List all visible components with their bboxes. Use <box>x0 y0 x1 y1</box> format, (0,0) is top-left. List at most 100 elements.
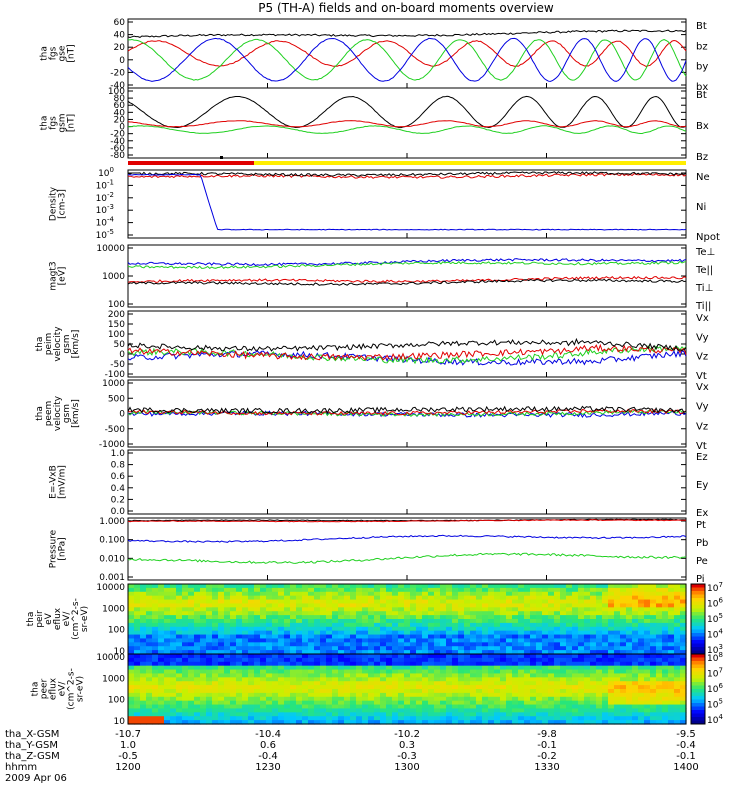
spectrogram-cell <box>428 696 435 702</box>
spectrogram-cell <box>302 591 309 597</box>
spectrogram-cell <box>170 646 177 651</box>
spectrogram-cell <box>458 692 465 698</box>
spectrogram-cell <box>374 599 381 605</box>
spectrogram-cell <box>392 704 399 710</box>
x-tick-label: 1200 <box>115 762 140 773</box>
spectrogram-cell <box>644 716 651 721</box>
spectrogram-cell <box>326 669 333 675</box>
spectrogram-cell <box>164 591 171 597</box>
spectrogram-cell <box>344 669 351 675</box>
spectrogram-cell <box>170 716 177 721</box>
spectrogram-cell <box>620 630 627 636</box>
spectrogram-cell <box>602 712 609 717</box>
spectrogram-cell <box>152 692 159 698</box>
spectrogram-cell <box>626 689 633 694</box>
spectrogram-cell <box>422 642 429 647</box>
spectrogram-cell <box>374 708 381 713</box>
spectrogram-cell <box>146 716 153 721</box>
spectrogram-cell <box>224 630 231 636</box>
spectrogram-cell <box>494 661 501 667</box>
spectrogram-cell <box>650 712 657 717</box>
spectrogram-cell <box>212 630 219 636</box>
spectrogram-cell <box>146 673 153 678</box>
spectrogram-cell <box>152 611 159 616</box>
spectrogram-cell <box>620 615 627 620</box>
spectrogram-cell <box>668 685 675 690</box>
y-tick-label: 10000 <box>96 583 125 593</box>
spectrogram-cell <box>452 584 459 589</box>
spectrogram-cell <box>140 689 147 694</box>
spectrogram-cell <box>164 704 171 710</box>
spectrogram-cell <box>452 642 459 647</box>
spectrogram-cell <box>680 607 687 612</box>
spectrogram-cell <box>518 642 525 647</box>
spectrogram-cell <box>392 689 399 694</box>
spectrogram-cell <box>566 654 573 659</box>
spectrogram-cell <box>662 595 669 601</box>
spectrogram-cell <box>164 626 171 632</box>
spectrogram-cell <box>590 634 597 640</box>
y-label-line: Pressure <box>49 529 59 568</box>
spectrogram-cell <box>278 591 285 597</box>
colorbar-segment <box>691 594 705 599</box>
spectrogram-cell <box>530 646 537 651</box>
spectrogram-cell <box>182 716 189 721</box>
spectrogram-cell <box>506 704 513 710</box>
spectrogram-cell <box>290 619 297 624</box>
spectrogram-cell <box>434 584 441 589</box>
spectrogram-cell <box>212 584 219 589</box>
spectrogram-cell <box>500 673 507 678</box>
spectrogram-cell <box>284 622 291 628</box>
spectrogram-cell <box>464 696 471 702</box>
spectrogram-cell <box>392 584 399 589</box>
spectrogram-cell <box>182 599 189 605</box>
spectrogram-cell <box>290 696 297 702</box>
spectrogram-cell <box>500 595 507 601</box>
spectrogram-cell <box>344 584 351 589</box>
spectrogram-cell <box>410 681 417 686</box>
spectrogram-cell <box>362 611 369 616</box>
spectrogram-cell <box>446 673 453 678</box>
spectrogram-cell <box>428 595 435 601</box>
spectrogram-cell <box>422 607 429 612</box>
spectrogram-cell <box>386 607 393 612</box>
spectrogram-cell <box>332 619 339 624</box>
spectrogram-cell <box>182 607 189 612</box>
spectrogram-cell <box>554 677 561 682</box>
spectrogram-cell <box>218 591 225 597</box>
spectrogram-cell <box>512 630 519 636</box>
spectrogram-cell <box>284 615 291 620</box>
x-tick-label: 1230 <box>255 762 280 773</box>
y-tick-label: 1000 <box>102 674 125 684</box>
spectrogram-cell <box>608 685 615 690</box>
spectrogram-cell <box>140 661 147 667</box>
spectrogram-cell <box>614 665 621 671</box>
spectrogram-cell <box>572 642 579 647</box>
spectrogram-cell <box>392 700 399 706</box>
spectrogram-cell <box>206 681 213 686</box>
spectrogram-cell <box>464 650 471 655</box>
spectrogram-cell <box>134 696 141 702</box>
spectrogram-cell <box>224 712 231 717</box>
spectrogram-cell <box>206 712 213 717</box>
spectrogram-cell <box>152 720 159 725</box>
spectrogram-cell <box>638 619 645 624</box>
y-label-line: peim <box>44 333 54 356</box>
spectrogram-cell <box>530 611 537 616</box>
spectrogram-cell <box>272 626 279 632</box>
spectrogram-cell <box>638 665 645 671</box>
spectrogram-cell <box>422 611 429 616</box>
spectrogram-cell <box>254 720 261 725</box>
spectrogram-cell <box>254 615 261 620</box>
colorbar-segment <box>691 703 705 707</box>
spectrogram-cell <box>356 720 363 725</box>
spectrogram-cell <box>236 692 243 698</box>
spectrogram-cell <box>356 619 363 624</box>
spectrogram-cell <box>308 584 315 589</box>
spectrogram-cell <box>422 646 429 651</box>
spectrogram-cell <box>632 626 639 632</box>
spectrogram-cell <box>158 587 165 593</box>
colorbar-segment <box>691 654 705 658</box>
spectrogram-cell <box>386 603 393 608</box>
spectrogram-cell <box>626 716 633 721</box>
